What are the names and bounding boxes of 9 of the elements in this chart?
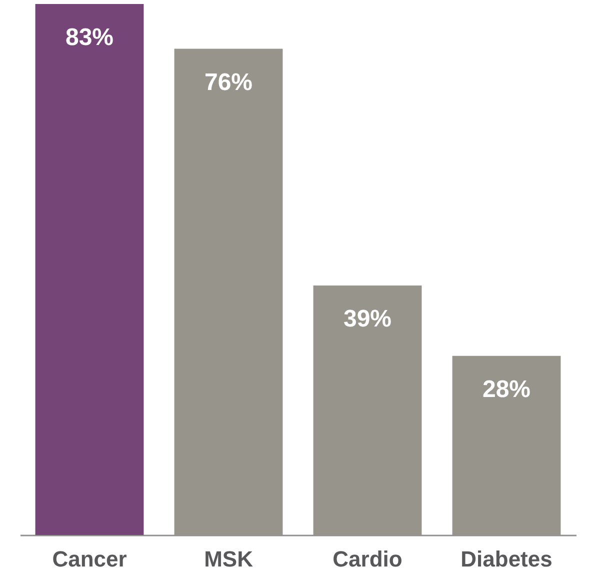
x-tick-label: Cardio (332, 546, 402, 572)
x-tick-label: Diabetes (460, 546, 552, 572)
x-tick-label: MSK (204, 546, 254, 572)
data-label: 39% (343, 305, 392, 332)
x-tick-label: Cancer (52, 546, 128, 572)
data-label: 76% (204, 68, 253, 96)
bar (35, 4, 144, 535)
data-label: 28% (482, 376, 531, 403)
data-label: 83% (65, 24, 114, 51)
